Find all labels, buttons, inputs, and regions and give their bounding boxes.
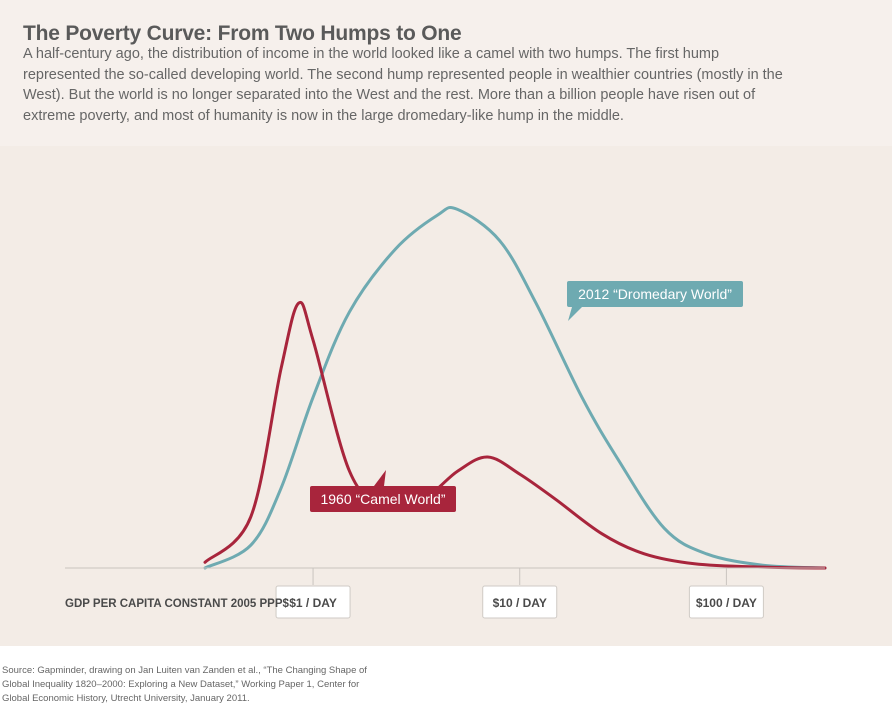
- series-1960-line: [203, 300, 827, 570]
- callout-pointer: [568, 307, 582, 321]
- curves-layer: [203, 206, 827, 570]
- chart-title: The Poverty Curve: From Two Humps to One: [23, 22, 462, 45]
- callout-box: [310, 486, 456, 512]
- series-label: 1960 “Camel World”: [320, 491, 445, 507]
- callout-pointer: [374, 470, 386, 486]
- tick-label-box: [275, 585, 351, 619]
- series-label-layer: 2012 “Dromedary World” 1960 “Camel World”: [310, 281, 743, 512]
- source-note: Source: Gapminder, drawing on Jan Luiten…: [2, 665, 367, 704]
- series-label: 2012 “Dromedary World”: [578, 286, 732, 302]
- tick-layer: $1 / DAY $10 / DAY $100 / DAY: [275, 568, 764, 619]
- poverty-curve-chart: $1 / DAY $10 / DAY $100 / DAY GDP PER CAPI…: [65, 206, 827, 619]
- label-2012: 2012 “Dromedary World”: [567, 281, 743, 321]
- tick-label: $100 / DAY: [696, 596, 757, 610]
- tick-label-box: [482, 585, 558, 619]
- chart-subtitle: A half-century ago, the distribution of …: [23, 46, 783, 124]
- label-1960: 1960 “Camel World”: [310, 470, 456, 512]
- header: The Poverty Curve: From Two Humps to One…: [0, 0, 892, 146]
- tick-label-box: [688, 585, 764, 619]
- callout-box: [567, 281, 743, 307]
- tick-label: $1 / DAY: [289, 596, 337, 610]
- tick-label: $10 / DAY: [493, 596, 547, 610]
- x-axis-label: GDP PER CAPITA CONSTANT 2005 PPP$: [65, 598, 289, 610]
- series-2012-line: [203, 206, 827, 570]
